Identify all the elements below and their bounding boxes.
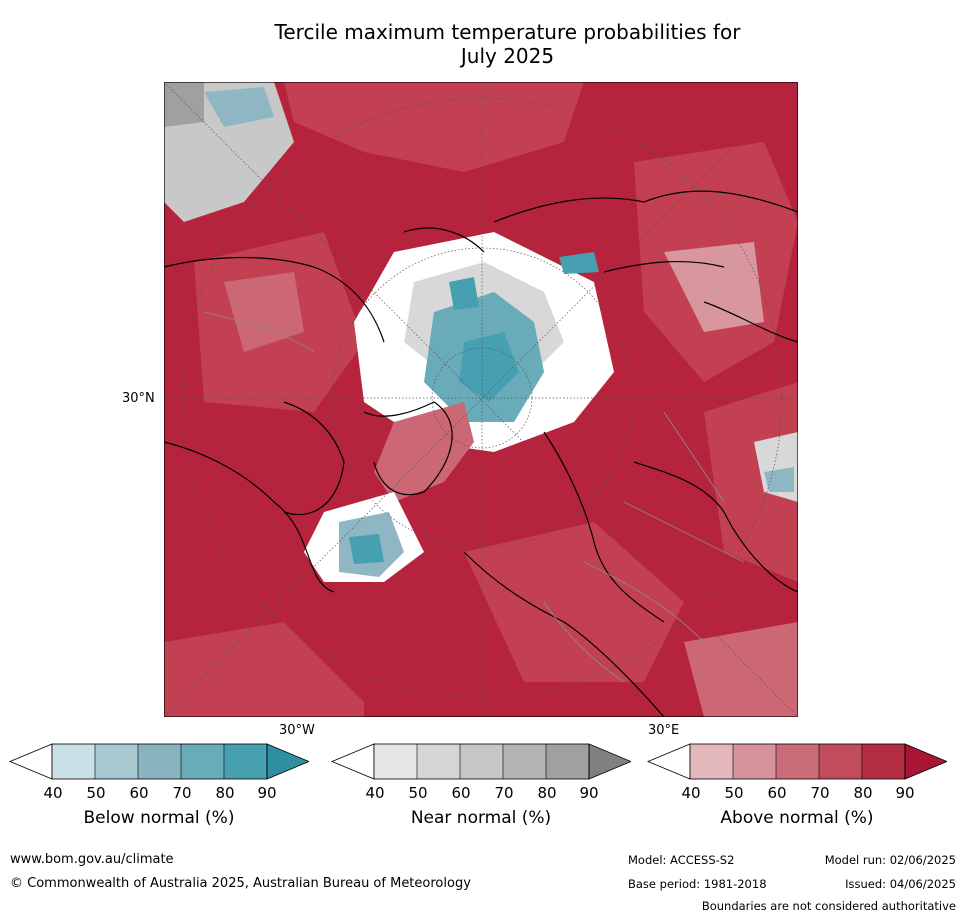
labrador-below-normal-strong <box>349 534 384 564</box>
colorbar-swatch <box>546 744 589 779</box>
colorbar-swatch <box>138 744 181 779</box>
colorbar-swatch <box>776 744 819 779</box>
footer-base-period: Base period: 1981-2018 <box>628 877 767 891</box>
colorbar-swatch <box>460 744 503 779</box>
colorbar-under-triangle <box>647 743 691 780</box>
title-line-1: Tercile maximum temperature probabilitie… <box>274 20 741 44</box>
pacific-anomaly-zone <box>284 82 584 172</box>
siberia-below-normal-patch <box>559 252 599 274</box>
colorbar-swatch <box>503 744 546 779</box>
colorbar-near-label: Near normal (%) <box>410 808 552 828</box>
tick-near-90: 90 <box>579 784 599 802</box>
near-normal-nw-strong <box>164 82 204 127</box>
colorbar-under-triangle <box>9 743 53 780</box>
colorbar-over-triangle <box>266 743 309 780</box>
colorbar-swatch <box>181 744 224 779</box>
colorbar-swatch <box>374 744 417 779</box>
colorbar-outline <box>373 743 590 780</box>
tick-near-40: 40 <box>365 784 385 802</box>
colorbar-near-normal: 40 50 60 70 80 90 Near normal (%) <box>331 742 631 842</box>
tick-below-80: 80 <box>215 784 235 802</box>
tick-below-50: 50 <box>86 784 106 802</box>
east-asia-below-normal <box>764 467 794 492</box>
colorbar-below-normal: 40 50 60 70 80 90 Below normal (%) <box>9 742 309 842</box>
map-canvas <box>164 82 798 717</box>
arctic-below-normal-patch <box>449 277 479 310</box>
colorbar-swatch <box>52 744 95 779</box>
colorbar-over-triangle <box>904 743 947 780</box>
lat-label-30n: 30°N <box>122 391 155 406</box>
footer-model: Model: ACCESS-S2 <box>628 853 735 867</box>
footer-url: www.bom.gov.au/climate <box>10 852 174 867</box>
polar-map <box>164 82 798 717</box>
arctic-below-normal-strong <box>459 332 519 402</box>
east-asia-zone <box>704 382 798 582</box>
colorbar-outline <box>51 743 268 780</box>
colorbar-outline <box>689 743 906 780</box>
siberia-weak-zone <box>664 242 764 332</box>
colorbar-over-triangle <box>588 743 631 780</box>
colorbar-swatch <box>224 744 267 779</box>
tick-above-80: 80 <box>853 784 873 802</box>
colorbar-above-normal: 40 50 60 70 80 90 Above normal (%) <box>647 742 947 842</box>
coastlines <box>164 190 798 717</box>
tick-below-60: 60 <box>129 784 149 802</box>
lon-label-30e: 30°E <box>648 723 680 738</box>
tick-near-60: 60 <box>451 784 471 802</box>
lon-label-30w: 30°W <box>279 723 315 738</box>
colorbar-swatch <box>862 744 905 779</box>
tick-above-50: 50 <box>724 784 744 802</box>
tick-near-80: 80 <box>537 784 557 802</box>
country-borders <box>203 311 745 683</box>
footer-issued: Issued: 04/06/2025 <box>845 877 956 891</box>
greenland-region <box>374 402 474 502</box>
mideast-zone <box>684 622 798 717</box>
colorbar-under-triangle <box>331 743 375 780</box>
colorbar-swatch <box>819 744 862 779</box>
tick-above-60: 60 <box>767 784 787 802</box>
colorbar-below-label: Below normal (%) <box>83 808 235 828</box>
footer-model-run: Model run: 02/06/2025 <box>824 853 956 867</box>
colorbar-swatch <box>733 744 776 779</box>
colorbar-above-swatches <box>647 743 947 780</box>
tick-below-90: 90 <box>257 784 277 802</box>
colorbar-near-swatches <box>331 743 631 780</box>
title-line-2: July 2025 <box>460 44 555 68</box>
map-title: Tercile maximum temperature probabilitie… <box>200 20 815 68</box>
colorbar-swatch <box>417 744 460 779</box>
tick-below-40: 40 <box>43 784 63 802</box>
pacific-south-zone <box>164 622 364 717</box>
tick-near-70: 70 <box>494 784 514 802</box>
below-normal-nw <box>204 87 274 127</box>
graticule <box>164 82 798 717</box>
canada-weak-zone <box>224 272 304 352</box>
europe-zone <box>464 522 684 682</box>
colorbar-swatch <box>95 744 138 779</box>
tick-below-70: 70 <box>172 784 192 802</box>
tick-above-40: 40 <box>681 784 701 802</box>
tick-above-90: 90 <box>895 784 915 802</box>
footer-disclaimer: Boundaries are not considered authoritat… <box>701 899 956 913</box>
tick-above-70: 70 <box>810 784 830 802</box>
footer-copyright: © Commonwealth of Australia 2025, Austra… <box>10 876 471 891</box>
colorbar-swatch <box>690 744 733 779</box>
colorbar-above-label: Above normal (%) <box>720 808 874 828</box>
colorbar-below-swatches <box>9 743 309 780</box>
tick-near-50: 50 <box>408 784 428 802</box>
